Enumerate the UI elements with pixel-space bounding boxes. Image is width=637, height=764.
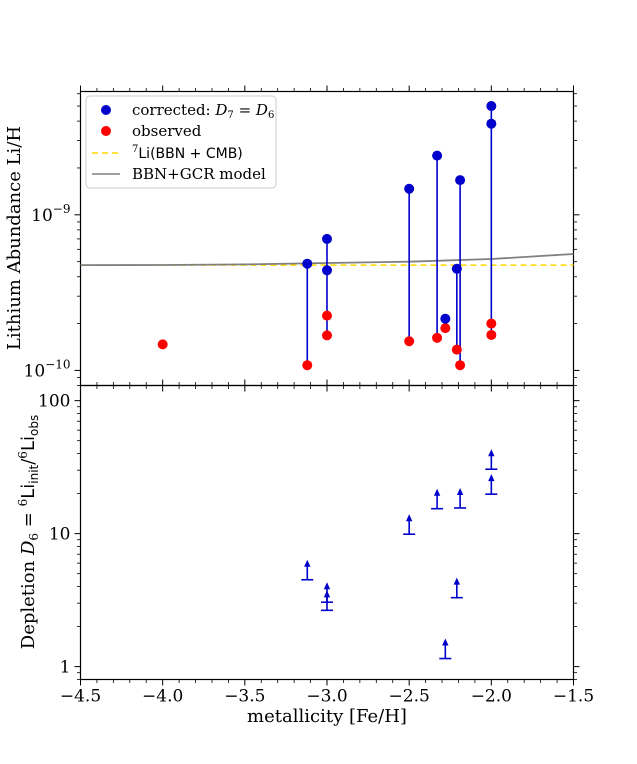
lower-limit-marker (485, 474, 498, 495)
lower-limit-marker (301, 559, 314, 581)
observed-point (440, 323, 451, 334)
corrected-point (302, 258, 313, 269)
axis-ticks: 10−10 10−9 1 10 100 −4.5 −4.0 −3.5 −3.0 −2.5 −2.0 −… (24, 85, 594, 707)
limit-arrowhead (405, 514, 413, 522)
corrected-point (322, 265, 332, 276)
limit-arrowhead (453, 577, 461, 585)
y-tick-label: 10 (49, 525, 71, 545)
y-tick-label: 100 (38, 392, 70, 412)
lower-limit-marker (450, 577, 463, 599)
limit-arrowhead (433, 488, 441, 496)
lower-limit-marker (403, 514, 416, 536)
limit-arrowhead (323, 582, 331, 590)
observed-point (157, 339, 168, 350)
corrected-point (432, 150, 443, 161)
observed-point (486, 318, 497, 329)
bottom-plot-area (301, 449, 498, 660)
legend-label-corrected: corrected: D7 = D6 (132, 101, 274, 121)
legend-frame (85, 95, 277, 189)
x-tick-label: −3.5 (224, 687, 265, 707)
observed-point (432, 332, 443, 343)
limit-arrowhead (488, 474, 495, 482)
legend: corrected: D7 = D6 observed 7Li(BBN + CM… (85, 95, 277, 189)
lower-limit-marker (454, 487, 467, 509)
lower-limit-marker (431, 488, 444, 510)
corrected-point (322, 233, 332, 244)
observed-point (451, 344, 462, 355)
corrected-point (486, 101, 497, 112)
observed-point (455, 360, 466, 371)
corrected-point (451, 263, 462, 274)
observed-point (404, 336, 415, 347)
legend-label-observed: observed (132, 122, 202, 140)
legend-marker-corrected (101, 105, 111, 115)
legend-label-gcr: BBN+GCR model (132, 165, 266, 183)
x-tick-label: −3.0 (306, 687, 347, 707)
x-tick-label: −4.0 (142, 687, 183, 707)
top-y-axis-label: Lithium Abundance Li/H (4, 126, 25, 350)
y-tick-label: 10−9 (31, 202, 70, 226)
corrected-point (486, 118, 497, 129)
limit-arrowhead (442, 638, 449, 646)
observed-point (322, 330, 332, 341)
observed-point (322, 310, 332, 321)
x-tick-label: −2.0 (471, 687, 512, 707)
limit-arrowhead (304, 559, 311, 567)
bottom-axes-frame (79, 384, 575, 681)
x-tick-label: −2.5 (389, 687, 430, 707)
lower-limit-marker (321, 590, 333, 612)
limit-arrowhead (323, 590, 331, 598)
x-axis-label: metallicity [Fe/H] (247, 706, 407, 727)
y-tick-label: 10−10 (24, 357, 71, 381)
legend-marker-observed (101, 126, 111, 136)
observed-point (302, 360, 313, 371)
x-tick-label: −1.5 (553, 687, 594, 707)
x-tick-label: −4.5 (60, 687, 101, 707)
corrected-point (440, 313, 451, 324)
lower-limit-marker (485, 449, 498, 471)
corrected-point (404, 183, 415, 194)
observed-point (486, 329, 497, 340)
legend-label-bbn: 7Li(BBN + CMB) (132, 144, 243, 162)
limit-arrowhead (488, 449, 495, 457)
y-tick-label: 1 (60, 658, 71, 678)
limit-arrowhead (456, 487, 464, 495)
lower-limit-marker (439, 638, 452, 660)
bottom-y-axis-label: Depletion D6 = 6Liinit/6Liobs (16, 415, 41, 649)
top-plot-area (80, 101, 574, 371)
corrected-point (455, 175, 466, 186)
